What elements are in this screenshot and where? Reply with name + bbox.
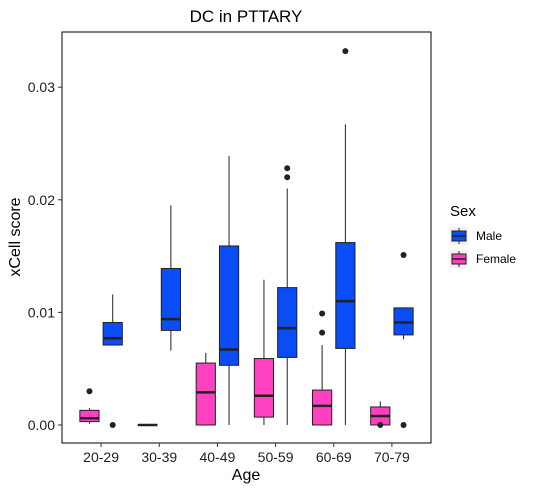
outlier-point — [377, 421, 384, 428]
box-body — [277, 287, 298, 358]
outlier-point — [284, 174, 291, 181]
y-tick-label: 0.03 — [28, 79, 55, 95]
outlier-point — [319, 329, 326, 336]
box-male-60-69 — [335, 48, 356, 425]
box-female-20-29 — [79, 388, 100, 424]
x-axis-title: Age — [232, 467, 261, 484]
boxes-layer — [79, 48, 414, 428]
outlier-point — [400, 421, 407, 428]
box-male-20-29 — [102, 294, 123, 428]
legend: Sex Male Female — [450, 203, 516, 268]
y-axis: 0.00 0.01 0.02 0.03 — [28, 79, 62, 433]
plot-panel — [61, 31, 432, 444]
outlier-point — [109, 421, 116, 428]
box-body — [335, 242, 356, 349]
x-tick-label: 70-79 — [374, 449, 410, 465]
outlier-point — [400, 251, 407, 258]
outlier-point — [86, 388, 93, 395]
outlier-point — [284, 165, 291, 172]
x-axis: 20-29 30-39 40-49 50-59 60-69 70-79 — [83, 443, 410, 465]
x-tick-label: 20-29 — [83, 449, 119, 465]
box-male-40-49 — [218, 155, 240, 425]
box-body — [79, 409, 100, 423]
y-tick-label: 0.00 — [28, 417, 55, 433]
box-body — [312, 389, 333, 426]
x-tick-label: 60-69 — [316, 449, 352, 465]
box-body — [253, 358, 275, 418]
legend-label-male: Male — [476, 229, 502, 243]
outlier-point — [342, 48, 349, 55]
box-body — [102, 322, 123, 346]
box-female-50-59 — [253, 279, 275, 425]
y-tick-label: 0.01 — [28, 304, 55, 320]
x-tick-label: 40-49 — [200, 449, 236, 465]
y-axis-title: xCell score — [7, 197, 24, 276]
legend-title: Sex — [450, 203, 476, 220]
box-male-70-79 — [393, 251, 414, 428]
box-female-40-49 — [195, 352, 216, 426]
chart-title: DC in PTTARY — [190, 7, 303, 26]
y-tick-label: 0.02 — [28, 192, 55, 208]
box-male-50-59 — [277, 165, 298, 425]
box-body — [218, 245, 240, 366]
box-body — [195, 362, 216, 426]
legend-label-female: Female — [476, 252, 516, 266]
box-body — [160, 267, 181, 331]
box-male-30-39 — [160, 205, 181, 351]
box-female-70-79 — [370, 401, 391, 428]
x-tick-label: 30-39 — [141, 449, 177, 465]
x-tick-label: 50-59 — [258, 449, 294, 465]
outlier-point — [319, 310, 326, 317]
box-female-60-69 — [312, 310, 333, 426]
